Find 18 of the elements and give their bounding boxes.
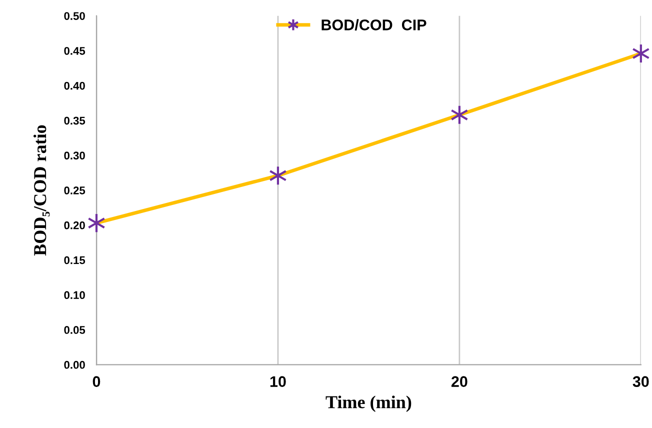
x-axis-title: Time (min) [326, 396, 412, 412]
y-tick-label: 0.20 [64, 221, 85, 230]
y-tick-label: 0.10 [64, 291, 85, 300]
y-tick-label: 0.40 [64, 82, 85, 90]
x-tick-label: 20 [451, 376, 468, 387]
y-tick-label: 0.05 [64, 326, 86, 334]
x-tick-label: 10 [270, 376, 286, 387]
y-tick-label: 0.45 [64, 46, 86, 55]
legend-label: BOD/COD CIP [322, 19, 426, 30]
y-tick-label: 0.00 [64, 360, 85, 369]
y-axis-title: BOD₅/COD ratio [34, 125, 50, 256]
y-tick-label: 0.50 [64, 12, 85, 20]
y-tick-label: 0.15 [64, 256, 86, 264]
x-tick-label: 30 [632, 376, 649, 388]
x-tick-label: 0 [92, 376, 100, 387]
y-tick-label: 0.25 [64, 186, 86, 194]
y-tick-label: 0.30 [64, 152, 85, 160]
y-tick-label: 0.35 [64, 116, 86, 125]
